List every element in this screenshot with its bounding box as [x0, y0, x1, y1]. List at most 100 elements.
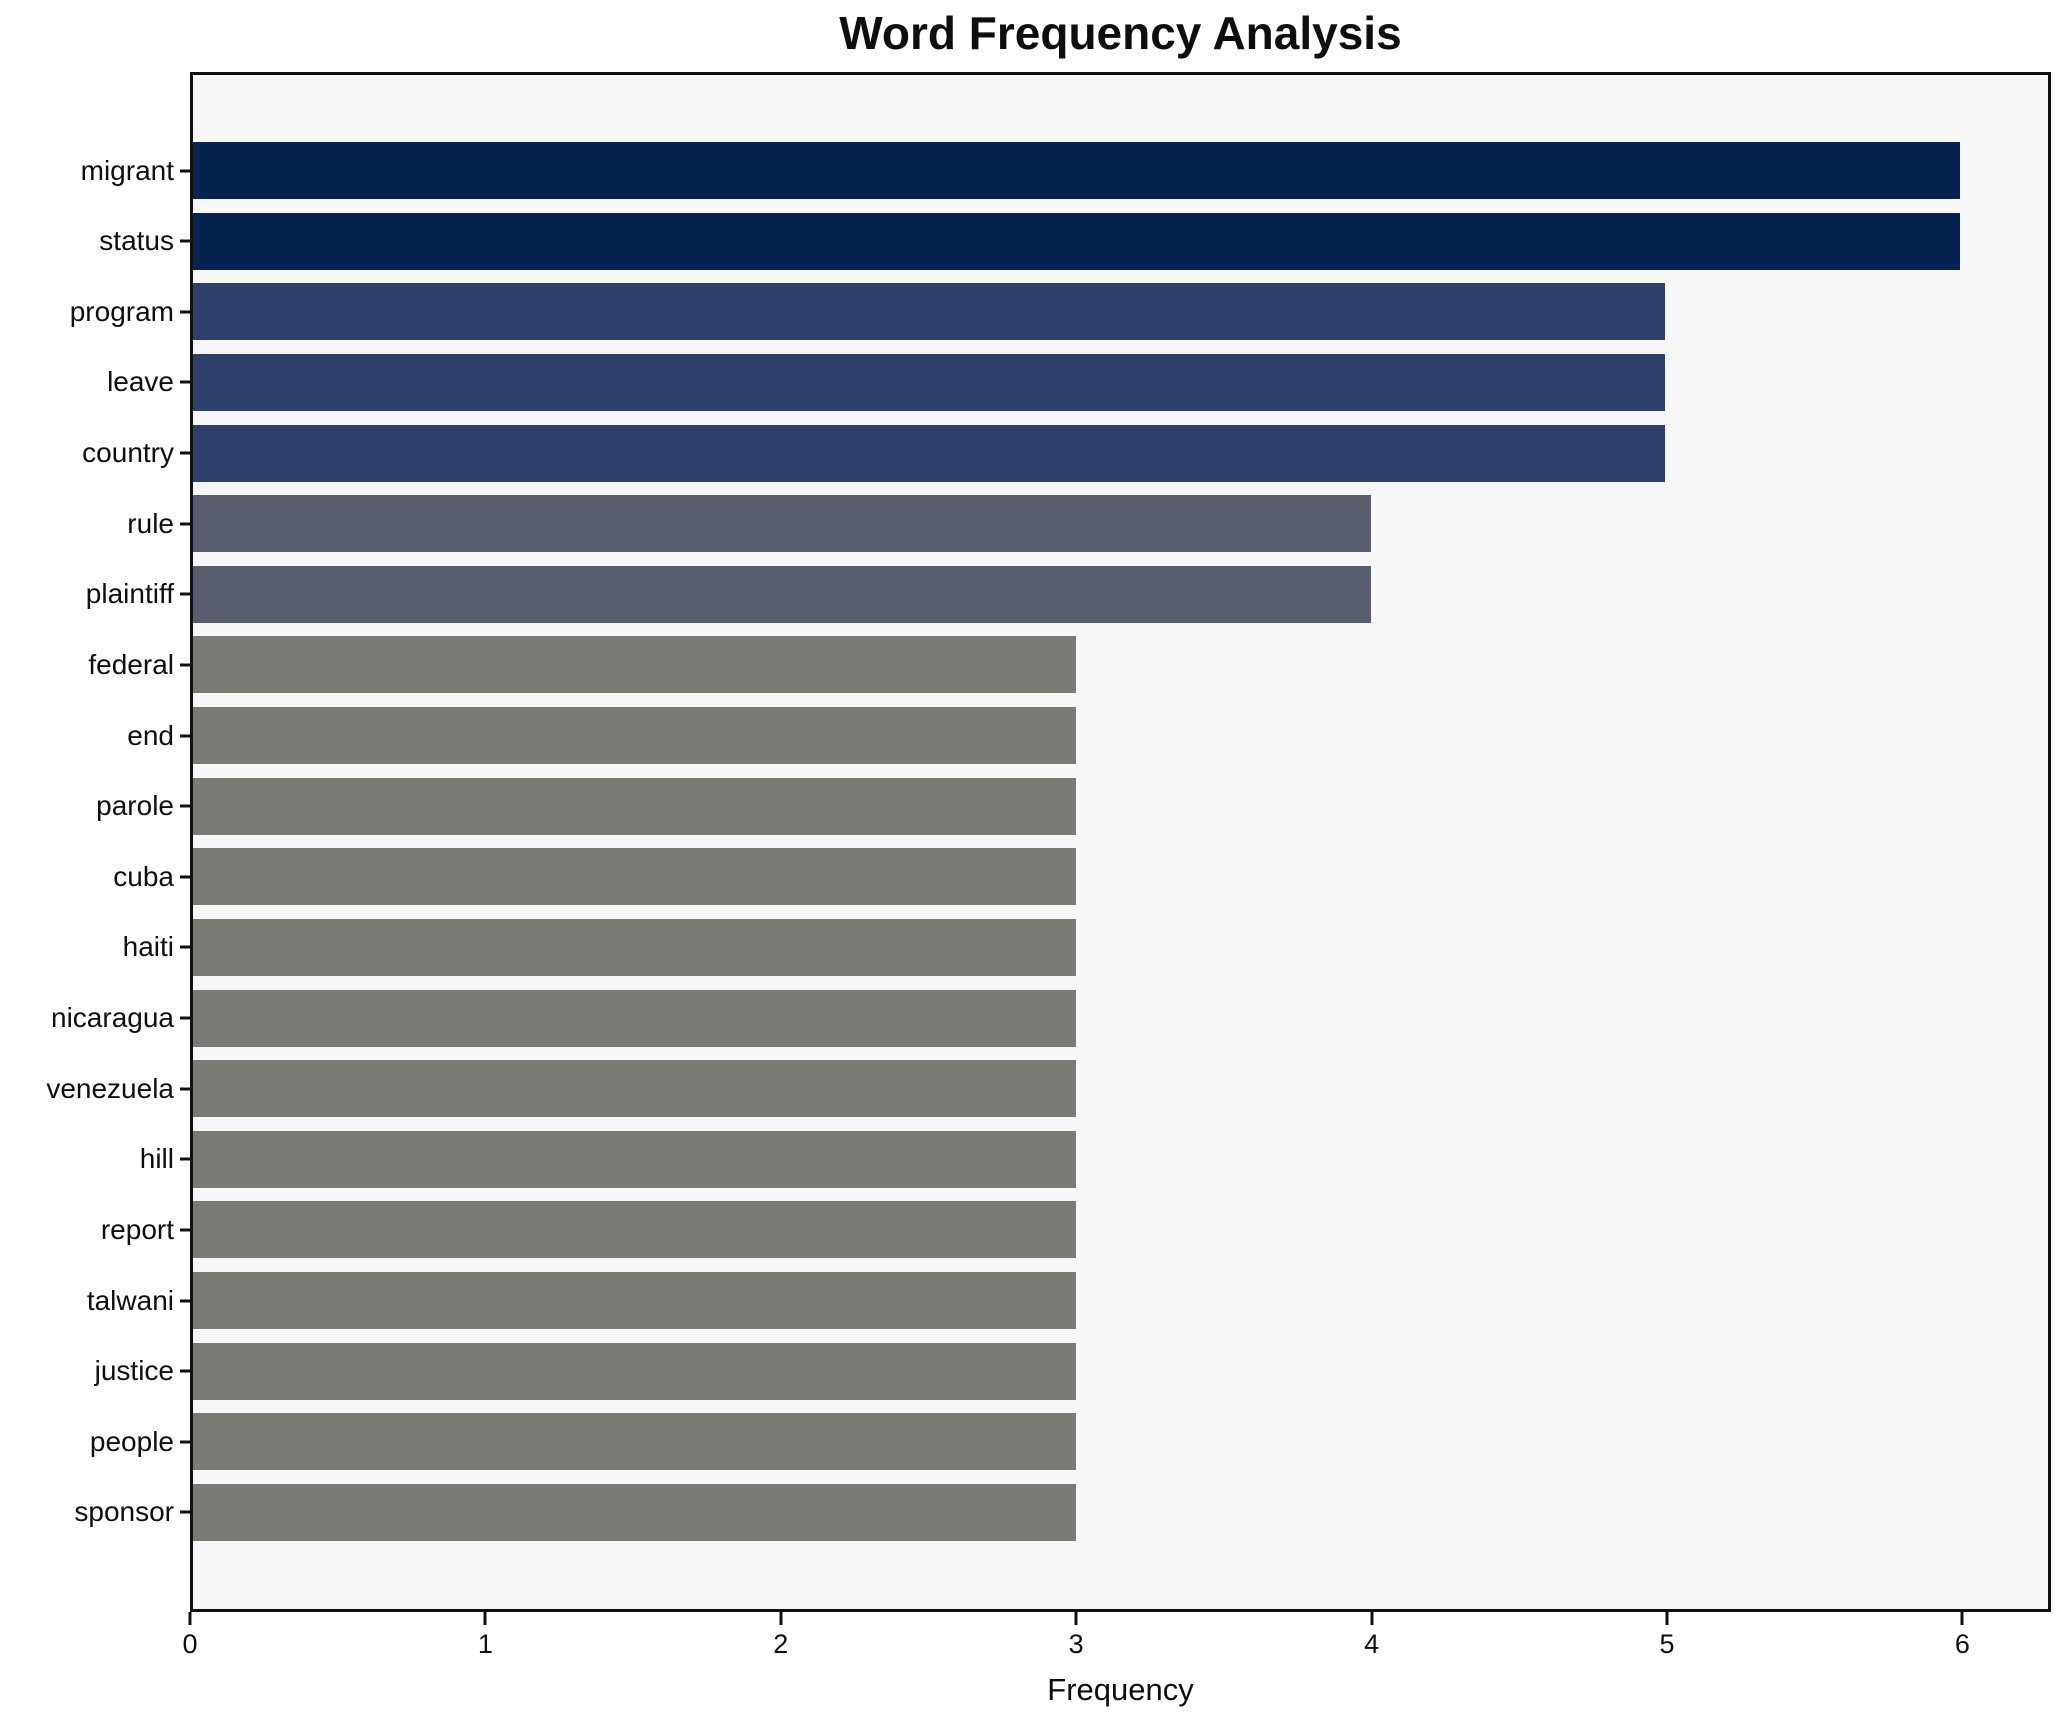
y-tick-mark [180, 1016, 190, 1020]
bar-country [193, 424, 1666, 482]
x-tick: 0 [182, 1612, 198, 1659]
plot-area: migrant status program leave country rul… [46, 72, 2051, 1612]
bar-row: sponsor [74, 1483, 2048, 1541]
bar-justice [193, 1342, 1077, 1400]
x-axis-ticks: 0 1 2 3 4 5 6 [182, 1612, 2051, 1672]
x-tick-mark [188, 1612, 192, 1625]
bar-venezuela [193, 1060, 1077, 1118]
y-axis-category-label: haiti [122, 931, 174, 963]
bar-row: program [70, 283, 2048, 341]
y-tick-mark [180, 734, 190, 737]
chart-title: Word Frequency Analysis [839, 7, 1402, 59]
y-tick-mark [180, 1228, 190, 1232]
y-axis-category-label: parole [96, 790, 174, 822]
y-tick-mark [180, 169, 190, 172]
x-tick-mark [1370, 1612, 1374, 1625]
bar-row: hill [140, 1130, 2048, 1188]
bar-rule [193, 495, 1371, 553]
bar-row: venezuela [46, 1060, 2048, 1118]
bar-leave [193, 353, 1666, 411]
x-tick-mark [779, 1612, 783, 1625]
bar-row: parole [96, 777, 2048, 835]
y-axis-category-label: report [100, 1213, 174, 1245]
x-tick: 6 [1955, 1612, 1970, 1658]
bar-row: justice [95, 1342, 2048, 1400]
bar-row: nicaragua [51, 989, 2048, 1047]
y-axis-category-label: plaintiff [85, 578, 174, 610]
x-tick: 2 [773, 1612, 788, 1658]
x-tick-mark [1074, 1612, 1078, 1625]
y-tick-mark [180, 522, 190, 526]
bar-row: migrant [81, 142, 2048, 199]
bar-talwani [193, 1272, 1077, 1329]
y-tick-mark [180, 592, 190, 596]
y-axis-category-label: migrant [80, 154, 174, 186]
y-axis-category-label: federal [88, 648, 174, 680]
bar-row: cuba [113, 848, 2048, 906]
y-tick-mark [180, 945, 190, 949]
y-tick-mark [180, 1369, 190, 1373]
x-tick-label: 3 [1068, 1629, 1084, 1659]
bar-sponsor [193, 1483, 1077, 1541]
y-axis-category-label: venezuela [46, 1072, 174, 1104]
x-tick-label: 0 [182, 1629, 198, 1659]
y-axis-category-label: people [89, 1425, 174, 1457]
bar-program [193, 283, 1666, 341]
x-tick-label: 1 [477, 1629, 493, 1659]
x-tick-label: 5 [1659, 1629, 1675, 1659]
bar-row: federal [88, 636, 2048, 694]
bar-nicaragua [193, 989, 1077, 1047]
bar-row: status [99, 212, 2048, 270]
x-tick-mark [1665, 1612, 1669, 1625]
y-axis-category-label: hill [139, 1143, 174, 1175]
bar-federal [193, 636, 1077, 694]
y-axis-category-label: country [82, 437, 174, 468]
x-tick: 3 [1069, 1612, 1084, 1658]
y-axis-category-label: end [127, 719, 174, 751]
y-tick-mark [180, 451, 190, 455]
bar-row: report [101, 1201, 2048, 1259]
y-tick-mark [180, 1510, 190, 1514]
y-axis-category-label: status [99, 225, 174, 257]
bar-plaintiff [193, 565, 1371, 623]
y-tick-mark [180, 1299, 190, 1302]
x-tick-mark [1960, 1612, 1964, 1625]
bar-row: haiti [123, 918, 2048, 976]
x-axis-label: Frequency [1047, 1672, 1194, 1707]
bar-hill [193, 1130, 1077, 1188]
bars-container: migrant status program leave country rul… [46, 142, 2048, 1541]
bar-row: people [90, 1413, 2048, 1471]
bar-migrant [193, 142, 1960, 199]
x-tick: 1 [478, 1612, 493, 1658]
y-tick-mark [180, 804, 190, 808]
y-axis-category-label: rule [127, 507, 174, 539]
y-tick-mark [180, 1440, 190, 1444]
y-axis-category-label: program [69, 295, 174, 327]
bar-row: country [82, 424, 2048, 482]
y-axis-category-label: sponsor [74, 1496, 174, 1528]
y-tick-mark [180, 875, 190, 879]
y-tick-mark [180, 663, 190, 667]
x-tick: 5 [1659, 1612, 1674, 1658]
y-tick-mark [180, 1087, 190, 1091]
bar-people [193, 1413, 1077, 1471]
x-tick-label: 6 [1954, 1629, 1970, 1659]
bar-parole [193, 777, 1077, 835]
bar-end [193, 707, 1077, 764]
x-tick-mark [483, 1612, 487, 1625]
y-axis-category-label: cuba [113, 860, 174, 892]
y-tick-mark [180, 380, 190, 384]
bar-row: leave [107, 353, 2048, 411]
x-tick: 4 [1364, 1612, 1379, 1658]
y-axis-category-label: justice [94, 1355, 174, 1387]
x-tick-label: 2 [773, 1629, 789, 1659]
bar-row: talwani [87, 1272, 2048, 1329]
y-axis-category-label: talwani [86, 1284, 174, 1316]
bar-row: rule [127, 495, 2048, 553]
bar-status [193, 212, 1960, 270]
bar-row: end [127, 707, 2048, 764]
y-tick-mark [180, 1157, 190, 1161]
x-tick-label: 4 [1364, 1629, 1380, 1659]
y-axis-category-label: leave [107, 366, 174, 398]
